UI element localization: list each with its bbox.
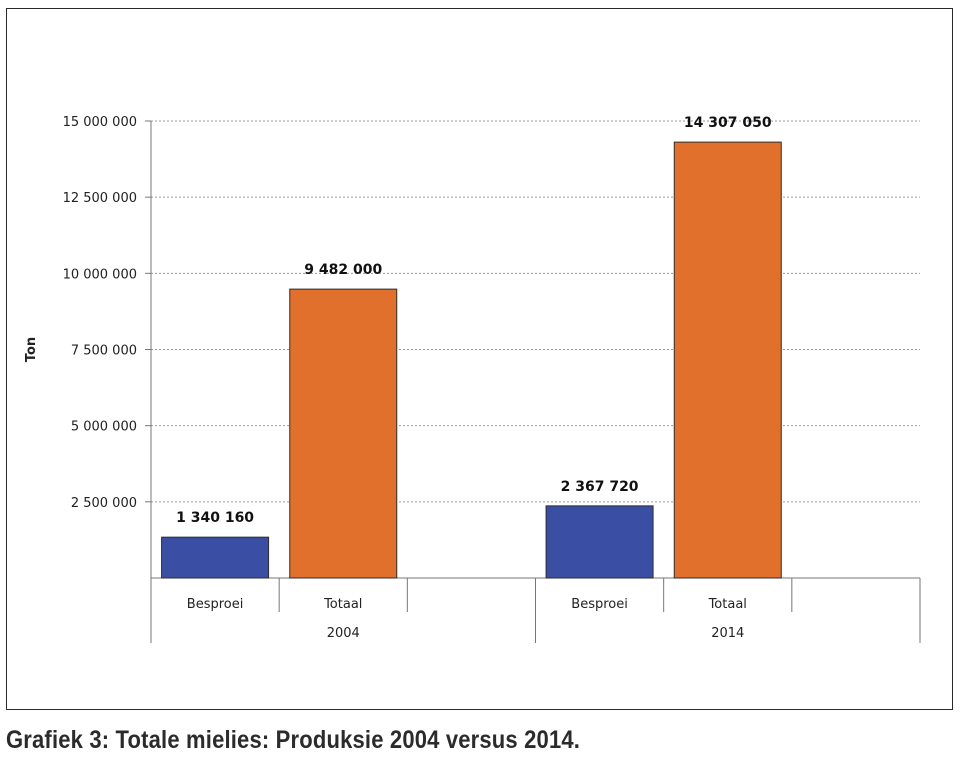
bar (161, 536, 270, 579)
data-label: 14 307 050 (684, 115, 772, 131)
chart-caption: Grafiek 3: Totale mielies: Produksie 200… (6, 726, 581, 754)
category-label: Totaal (708, 597, 747, 612)
category-label: Totaal (323, 597, 362, 612)
group-label: 2014 (711, 626, 744, 641)
y-tick-label: 2 500 000 (71, 496, 137, 511)
chart-frame (6, 8, 953, 710)
data-label: 9 482 000 (304, 262, 382, 278)
group-label: 2004 (327, 626, 360, 641)
category-label: Besproei (187, 597, 244, 612)
data-label: 2 367 720 (561, 479, 639, 495)
bar (673, 141, 782, 579)
bar (545, 505, 654, 579)
category-label: Besproei (571, 597, 628, 612)
y-tick-label: 5 000 000 (71, 420, 137, 435)
y-tick-label: 15 000 000 (63, 115, 137, 130)
data-label: 1 340 160 (176, 510, 254, 526)
bar (289, 288, 398, 579)
y-tick-label: 10 000 000 (63, 267, 137, 282)
y-tick-label: 12 500 000 (63, 191, 137, 206)
y-axis-title: Ton (24, 337, 39, 362)
y-tick-label: 7 500 000 (71, 344, 137, 359)
